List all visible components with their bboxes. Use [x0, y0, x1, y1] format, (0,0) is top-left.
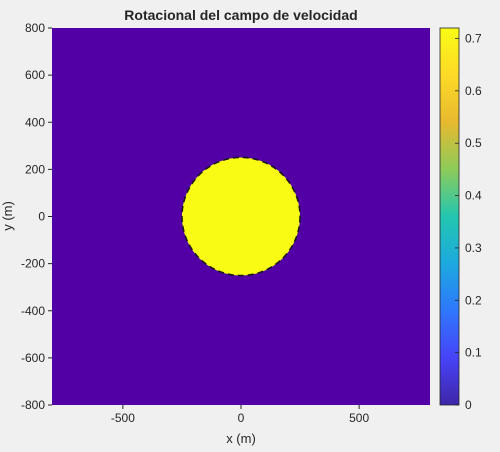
colorbar: 0 0.1 0.2 0.3 0.4 0.5 0.6 0.7: [439, 27, 482, 412]
y-tick-label: 800: [25, 21, 45, 35]
x-tick-label: -500: [111, 411, 135, 425]
field-region-circle: [181, 157, 301, 276]
x-tick-label: 500: [349, 411, 369, 425]
y-tick-label: -800: [21, 398, 45, 412]
colorbar-tick-label: 0.2: [465, 293, 482, 307]
y-tick-label: 0: [38, 210, 45, 224]
chart-title: Rotacional del campo de velocidad: [124, 7, 357, 23]
x-tick-label: 0: [238, 411, 245, 425]
y-tick-label: -600: [21, 351, 45, 365]
y-tick-label: -200: [21, 257, 45, 271]
colorbar-tick-label: 0.1: [465, 346, 482, 360]
y-axis-label: y (m): [0, 201, 15, 231]
colorbar-ticks: 0 0.1 0.2 0.3 0.4 0.5 0.6 0.7: [455, 31, 482, 412]
x-axis-label: x (m): [226, 431, 256, 446]
y-tick-label: -400: [21, 304, 45, 318]
y-tick-label: 200: [25, 162, 45, 176]
plot-area: [52, 28, 430, 405]
colorbar-tick-label: 0.3: [465, 241, 482, 255]
y-tick-label: 400: [25, 115, 45, 129]
colorbar-gradient: [439, 27, 460, 406]
x-axis: -500 0 500: [111, 405, 369, 425]
colorbar-tick-label: 0.4: [465, 189, 482, 203]
y-axis: 800 600 400 200 0 -200 -400 -600 -800: [21, 21, 52, 412]
y-tick-label: 600: [25, 68, 45, 82]
colorbar-tick-label: 0.6: [465, 84, 482, 98]
colorbar-tick-label: 0: [465, 398, 472, 412]
field-region-boundary: [181, 156, 301, 277]
colorbar-tick-label: 0.7: [465, 31, 482, 45]
colorbar-tick-label: 0.5: [465, 136, 482, 150]
